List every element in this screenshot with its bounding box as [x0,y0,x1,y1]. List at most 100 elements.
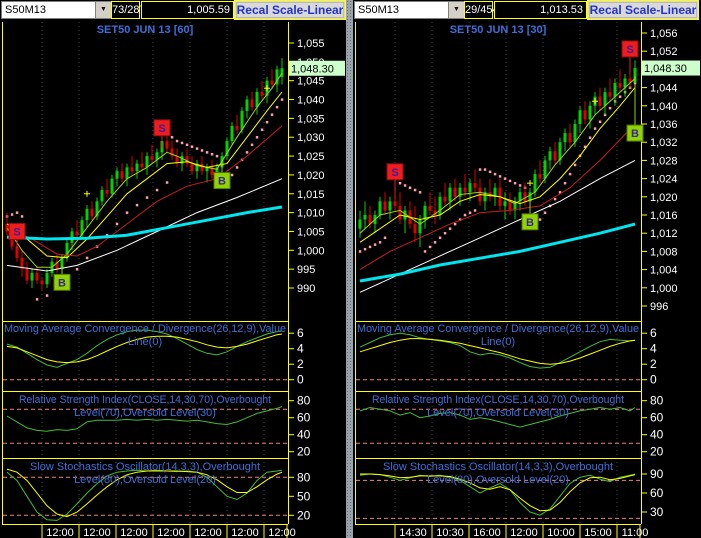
chevron-down-icon[interactable]: ▼ [95,2,111,18]
bar-counter: 73/287 [111,1,146,19]
ema-red [6,125,283,257]
ema-red [359,123,636,271]
stoch-panel: 80 50 20 Slow Stochastics Oscillator(14,3,3… [3,461,311,522]
svg-text:1,040: 1,040 [650,101,678,113]
svg-text:1,024: 1,024 [650,174,678,186]
chart-canvas-left[interactable]: 1,0551,0501,0451,0401,0351,0301,0251,020… [0,22,346,538]
signal-crosses [527,98,598,187]
symbol-select[interactable]: S50M13 ▼ [354,1,465,19]
svg-text:20: 20 [297,508,311,522]
stoch-title: Slow Stochastics Oscillator(14,3,3),Over… [383,461,613,473]
svg-text:0: 0 [297,373,304,387]
svg-text:30: 30 [650,505,664,519]
svg-text:S: S [13,226,20,238]
svg-text:B: B [218,176,226,188]
svg-text:S: S [626,44,633,56]
chart-title: SET50 JUN 13 [30] [450,24,547,36]
sell-marker [621,40,639,58]
svg-text:12:00: 12:00 [268,527,296,538]
svg-text:80: 80 [297,394,311,408]
toolbar-right: S50M13 ▼ 29/454 1,013.53 Recal Scale-Lin… [353,0,701,22]
svg-text:Level(70),Oversold Level(30): Level(70),Oversold Level(30) [74,407,216,419]
price-value: 1,005.59 [141,1,234,19]
svg-text:40: 40 [297,428,311,442]
svg-text:12:00: 12:00 [157,527,185,538]
svg-text:1,016: 1,016 [650,210,678,222]
svg-text:80: 80 [297,470,311,484]
ma-lines [359,78,636,293]
symbol-select[interactable]: S50M13 ▼ [1,1,112,19]
candlesticks [5,58,284,290]
svg-text:1,028: 1,028 [650,155,678,167]
svg-text:Level(80),Oversold Level(20): Level(80),Oversold Level(20) [74,474,216,486]
svg-text:12:00: 12:00 [510,527,538,538]
svg-text:12:00: 12:00 [231,527,259,538]
svg-text:1,004: 1,004 [650,265,678,277]
svg-text:4: 4 [297,342,304,356]
svg-text:1,010: 1,010 [297,208,325,220]
bar-counter: 29/454 [464,1,499,19]
recal-scale-button[interactable]: Recal Scale-Linear [587,0,699,20]
window-divider[interactable] [346,0,353,538]
stoch-panel: 90 60 30 Slow Stochastics Oscillator(14,3,3… [356,461,664,519]
svg-text:12:00: 12:00 [120,527,148,538]
symbol-label: S50M13 [5,4,46,16]
macd-title: Moving Average Convergence / Divergence(… [4,323,286,335]
buy-marker [521,213,539,231]
svg-text:1,032: 1,032 [650,137,678,149]
signal-markers: S B S B [8,119,231,291]
x-axis-labels: 12:00 12:00 12:00 12:00 12:00 12:00 12:00 [41,525,296,538]
svg-text:16:00: 16:00 [473,527,501,538]
buy-marker [53,273,71,291]
svg-text:12:00: 12:00 [194,527,222,538]
svg-text:12:00: 12:00 [46,527,74,538]
buy-marker [213,172,231,190]
price-axis-ticks: 1,0551,0501,0451,0401,0351,0301,0251,020… [288,38,325,295]
ma-cyan [359,222,636,283]
chart-pane-right: S50M13 ▼ 29/454 1,013.53 Recal Scale-Lin… [353,0,701,538]
macd-panel: 6 42 0 Moving Average Convergence / Diverge… [3,323,304,387]
signal-crosses [84,85,270,197]
x-axis-labels: 14:30 10:30 16:00 12:00 10:00 15:00 11:00 [394,525,649,538]
chart-pane-left: S50M13 ▼ 73/287 1,005.59 Recal Scale-Lin… [0,0,346,538]
candlesticks [358,60,637,247]
svg-text:1,056: 1,056 [650,28,678,40]
rsi-title: Relative Strength Index(CLOSE,14,30,70),… [372,394,624,406]
svg-text:1,008: 1,008 [650,246,678,258]
svg-text:995: 995 [297,264,315,276]
sell-marker [153,119,171,137]
svg-text:15:00: 15:00 [584,527,612,538]
svg-text:20: 20 [650,445,664,459]
chart-canvas-right[interactable]: 1,0561,0521,0481,0441,0401,0361,0321,028… [353,22,701,538]
last-price-label: 1,048.30 [642,60,700,76]
svg-text:90: 90 [650,467,664,481]
svg-text:1,025: 1,025 [297,151,325,163]
panel-frame [2,22,289,525]
svg-text:1,020: 1,020 [297,170,325,182]
svg-text:12:00: 12:00 [83,527,111,538]
toolbar-left: S50M13 ▼ 73/287 1,005.59 Recal Scale-Lin… [0,0,346,22]
svg-text:11:00: 11:00 [622,527,649,538]
svg-text:1,055: 1,055 [297,38,325,50]
last-price-label: 1,048.30 [289,60,345,76]
svg-text:996: 996 [650,301,668,313]
rsi-panel: 80 60 40 20 Relative Strength Index(CLOSE,14… [356,394,664,459]
chart-title: SET50 JUN 13 [60] [97,24,194,36]
ema-yellow [6,91,283,259]
svg-text:10:30: 10:30 [436,527,464,538]
svg-text:1,045: 1,045 [297,76,325,88]
svg-text:2: 2 [650,357,657,371]
svg-text:1,048.30: 1,048.30 [291,63,334,75]
svg-text:14:30: 14:30 [399,527,427,538]
svg-text:B: B [58,277,66,289]
recal-scale-button[interactable]: Recal Scale-Linear [234,0,346,20]
chevron-down-icon[interactable]: ▼ [448,2,464,18]
svg-text:1,048.30: 1,048.30 [644,63,687,75]
ema-yellow [359,87,636,243]
svg-text:1,036: 1,036 [650,119,678,131]
svg-text:6: 6 [650,326,657,340]
ema-fast-green [6,72,283,268]
ma-cyan [6,205,283,241]
svg-text:4: 4 [650,342,657,356]
svg-text:1,044: 1,044 [650,83,678,95]
